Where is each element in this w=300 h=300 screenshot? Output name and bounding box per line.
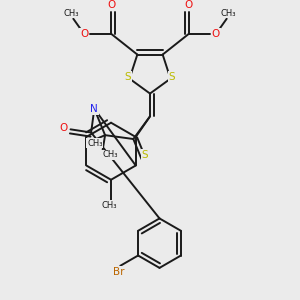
Text: CH₃: CH₃ — [87, 139, 103, 148]
Text: Br: Br — [113, 266, 124, 277]
Text: CH₃: CH₃ — [102, 201, 117, 210]
Text: O: O — [80, 29, 88, 39]
Text: CH₃: CH₃ — [64, 8, 79, 17]
Text: O: O — [107, 0, 116, 11]
Text: O: O — [59, 123, 68, 134]
Text: N: N — [90, 104, 98, 114]
Text: O: O — [212, 29, 220, 39]
Text: S: S — [124, 72, 131, 82]
Text: CH₃: CH₃ — [102, 150, 118, 159]
Text: O: O — [184, 0, 193, 11]
Text: CH₃: CH₃ — [221, 8, 236, 17]
Text: S: S — [141, 150, 148, 160]
Text: S: S — [169, 72, 175, 82]
